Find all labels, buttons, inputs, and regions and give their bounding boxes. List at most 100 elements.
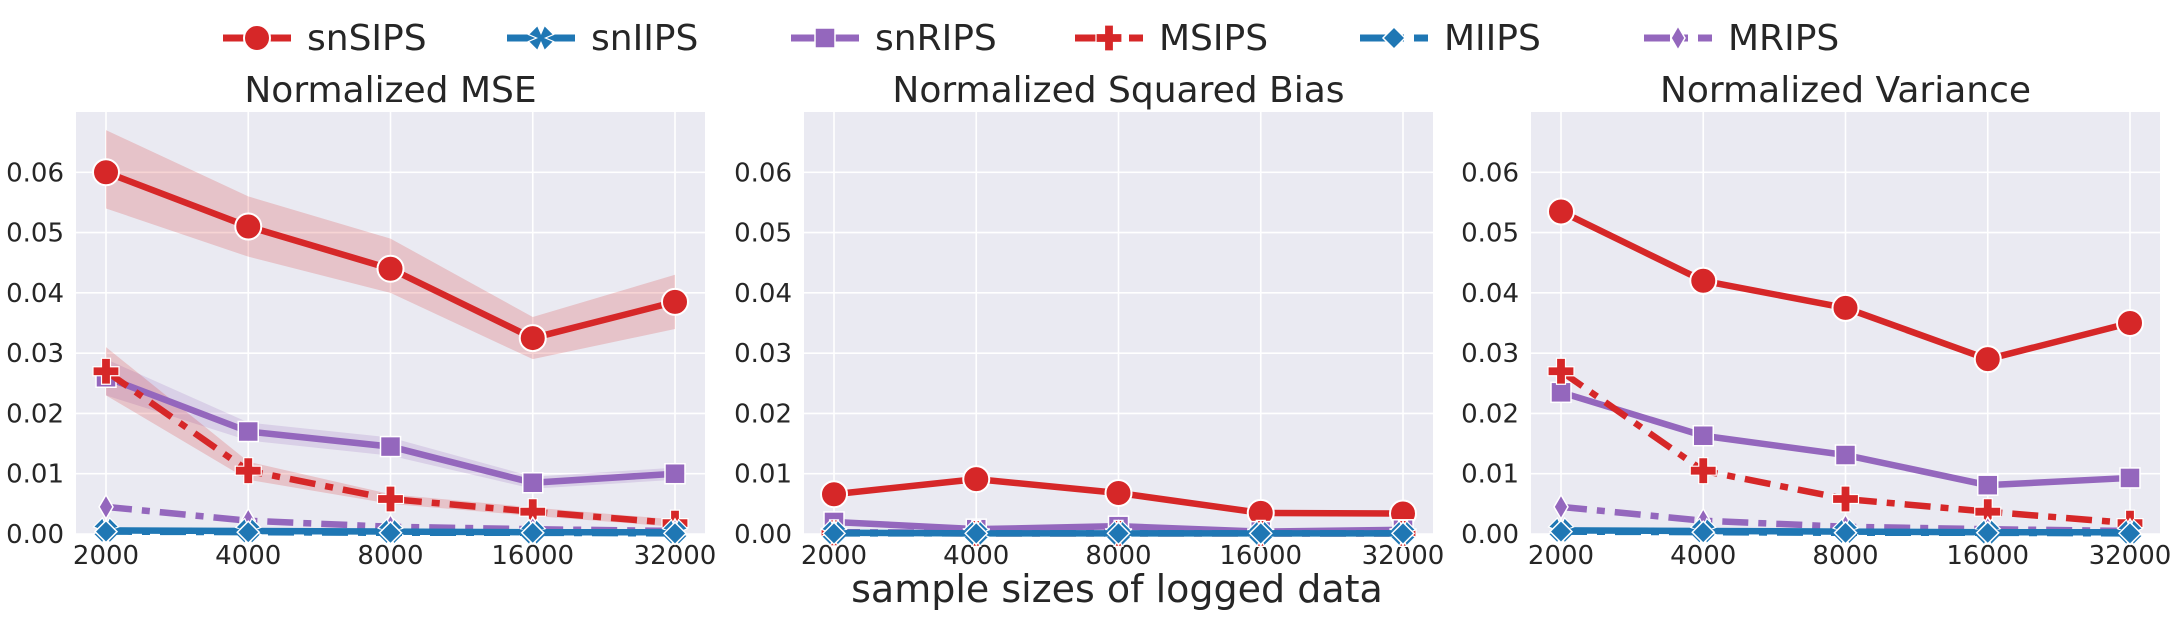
y-tick-label: 0.00	[1461, 520, 1519, 550]
data-point	[1689, 266, 1718, 295]
data-point	[1390, 521, 1416, 546]
y-tick-label: 0.00	[6, 520, 64, 550]
legend-marker	[1381, 25, 1407, 51]
y-tick-label: 0.03	[1461, 339, 1519, 369]
data-point	[93, 519, 119, 544]
y-tick-label: 0.02	[1461, 399, 1519, 429]
legend-marker	[1670, 24, 1686, 52]
legend: snSIPS snIIPS snRIPS MSIPS MIIPS MRIPS	[223, 18, 1839, 59]
legend-label: snIIPS	[591, 18, 698, 59]
data-point	[2119, 467, 2141, 489]
data-point	[1106, 521, 1131, 546]
legend-label: MIIPS	[1444, 18, 1541, 59]
y-tick-label: 0.06	[734, 158, 792, 188]
y-tick-label: 0.03	[734, 339, 792, 369]
y-tick-label: 0.05	[1461, 219, 1519, 249]
data-point	[522, 472, 544, 494]
data-point	[1547, 197, 1575, 226]
legend-item-sniips: snIIPS	[507, 18, 698, 59]
data-point	[1692, 424, 1714, 447]
y-tick-label: 0.06	[1461, 158, 1519, 188]
x-axis-label: sample sizes of logged data	[851, 567, 1383, 611]
data-point	[236, 520, 261, 545]
data-point	[2116, 309, 2144, 337]
x-tick-label: 8000	[357, 541, 423, 571]
legend-marker	[243, 24, 271, 52]
x-tick-label: 32000	[2089, 541, 2172, 571]
data-point	[1975, 520, 2000, 545]
panel-title: Normalized Squared Bias	[892, 70, 1344, 111]
legend-marker	[527, 24, 555, 52]
y-tick-label: 0.03	[6, 339, 64, 369]
data-point	[92, 357, 120, 385]
series-line	[1559, 368, 2131, 527]
x-tick-label: 16000	[491, 541, 574, 571]
x-tick-label: 32000	[634, 541, 717, 571]
data-point	[1689, 457, 1717, 485]
legend-marker	[814, 27, 836, 49]
data-point	[234, 212, 263, 241]
series-snrips	[1550, 381, 2141, 496]
ci-band-snsips	[106, 130, 675, 360]
data-point	[520, 520, 545, 545]
y-tick-label: 0.04	[6, 279, 64, 309]
data-point	[1833, 520, 1858, 545]
legend-label: snRIPS	[875, 18, 997, 59]
series-snsips	[1547, 197, 2144, 374]
data-point	[662, 521, 688, 546]
data-point	[376, 485, 405, 513]
series-miips	[93, 519, 688, 546]
legend-item-mrips: MRIPS	[1644, 18, 1839, 59]
y-tick-label: 0.01	[6, 460, 64, 490]
data-point	[378, 520, 403, 545]
data-point	[2117, 521, 2143, 546]
legend-label: MSIPS	[1159, 18, 1268, 59]
x-tick-label: 4000	[1670, 541, 1736, 571]
legend-label: snSIPS	[307, 18, 427, 59]
data-point	[964, 521, 989, 546]
data-point	[1973, 345, 2002, 374]
y-tick-label: 0.02	[6, 399, 64, 429]
data-point	[92, 158, 120, 187]
panel-1: 0.00 0.01 0.02 0.03 0.04 0.05 0.06 2000 4000 8000…	[6, 70, 716, 571]
panel-3: 0.00 0.01 0.02 0.03 0.04 0.05 0.06 2000 4000 8000…	[1461, 70, 2171, 571]
data-point	[821, 521, 847, 546]
data-point	[1834, 444, 1857, 466]
data-point	[664, 462, 686, 485]
legend-marker	[1095, 24, 1123, 52]
data-point	[1831, 293, 1860, 322]
x-tick-label: 2000	[73, 541, 139, 571]
legend-item-msips: MSIPS	[1075, 18, 1268, 59]
x-tick-label: 2000	[1528, 541, 1594, 571]
data-point	[962, 465, 991, 494]
y-tick-label: 0.01	[1461, 460, 1519, 490]
y-tick-label: 0.01	[734, 460, 792, 490]
legend-item-snrips: snRIPS	[791, 18, 997, 59]
data-point	[661, 287, 689, 316]
y-tick-label: 0.06	[6, 158, 64, 188]
data-point	[1104, 479, 1133, 508]
series-snsips	[92, 158, 689, 353]
data-point	[1977, 474, 1999, 496]
y-tick-label: 0.05	[734, 219, 792, 249]
chart-panels: 0.00 0.01 0.02 0.03 0.04 0.05 0.06 2000 4000 8000…	[6, 70, 2171, 571]
data-point	[1547, 357, 1575, 385]
data-point	[1691, 520, 1716, 545]
x-tick-label: 8000	[1812, 541, 1878, 571]
x-tick-label: 4000	[215, 541, 281, 571]
series-miips	[1548, 519, 2143, 546]
data-point	[1550, 381, 1572, 404]
data-point	[98, 493, 114, 521]
y-tick-label: 0.04	[1461, 279, 1519, 309]
data-point	[376, 254, 405, 283]
data-point	[1248, 521, 1273, 546]
legend-item-snsips: snSIPS	[223, 18, 427, 59]
data-point	[1553, 493, 1569, 521]
data-point	[1548, 519, 1574, 544]
data-point	[379, 435, 402, 458]
data-point	[820, 480, 848, 509]
series-line	[104, 368, 676, 527]
x-tick-label: 16000	[1946, 541, 2029, 571]
